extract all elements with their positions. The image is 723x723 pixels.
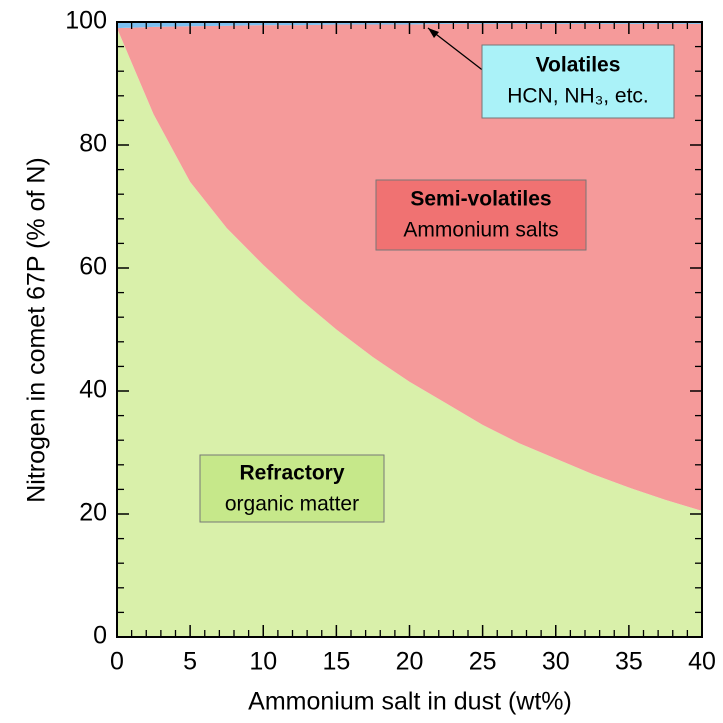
plot-frame [116,21,703,638]
y-axis-label: Nitrogen in comet 67P (% of N) [23,157,51,503]
y-tick-label: 80 [79,130,107,158]
annotation-semi-volatiles: Semi-volatiles Ammonium salts [375,179,587,251]
annotation-text: Ammonium salts [403,219,558,242]
annotation-title: Refractory [239,462,344,485]
x-tick-label: 30 [542,648,570,676]
annotation-box [481,44,675,119]
x-axis-label: Ammonium salt in dust (wt%) [248,688,572,716]
x-tick-label: 5 [183,648,197,676]
annotation-box [199,454,385,523]
annotation-box [375,179,587,251]
y-tick-label: 20 [79,499,107,527]
x-tick-label: 0 [110,648,124,676]
annotation-text: HCN, NH₃, etc. [507,85,649,108]
y-tick-label: 60 [79,253,107,281]
y-tick-label: 100 [65,7,107,35]
annotation-title: Volatiles [536,54,621,77]
annotation-refractory: Refractory organic matter [199,454,385,523]
x-tick-label: 40 [688,648,716,676]
annotation-title: Semi-volatiles [410,188,551,211]
y-tick-label: 0 [93,622,107,650]
x-tick-label: 20 [396,648,424,676]
x-tick-label: 10 [249,648,277,676]
area [117,23,702,511]
x-tick-label: 25 [469,648,497,676]
y-tick-label: 40 [79,376,107,404]
annotation-text: organic matter [225,493,359,516]
arrow-head [428,28,439,38]
arrow [427,27,486,73]
annotation-volatiles: Volatiles HCN, NH₃, etc. [481,44,675,119]
x-tick-label: 15 [322,648,350,676]
x-tick-label: 35 [615,648,643,676]
ticks: 0 5 10 15 20 25 30 35 40 0 20 40 60 80 100 [65,7,716,676]
